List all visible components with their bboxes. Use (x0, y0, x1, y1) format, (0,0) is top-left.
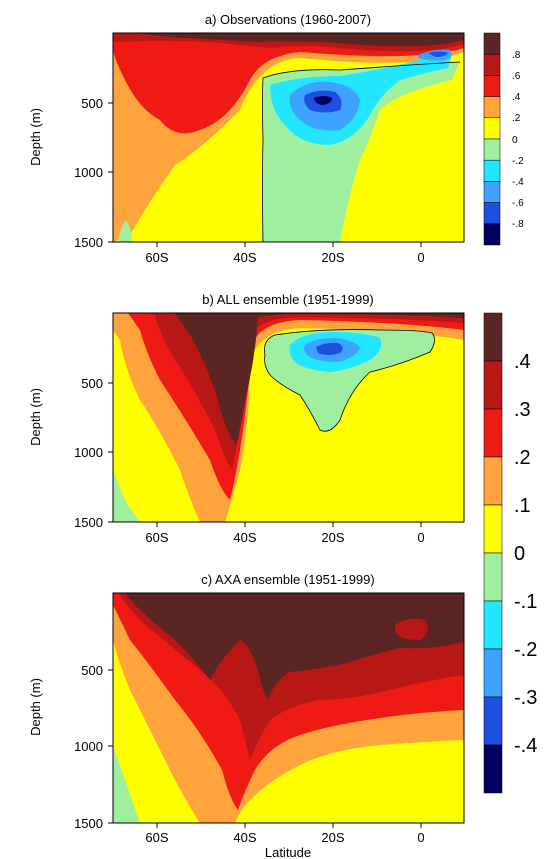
panel-b-frame (112, 312, 465, 523)
colorbar-a-label: .4 (512, 92, 521, 103)
band-pos-08-surface (140, 33, 464, 47)
zero-contour (264, 329, 435, 432)
colorbar-a: .8 .6 .4 .2 0 -.2 -.4 -.6 -.8 (483, 32, 524, 246)
panel-b-ticks (108, 382, 422, 527)
colorbar-a-label: .8 (512, 50, 521, 61)
xtick-label: 40S (233, 830, 256, 845)
colorbar-a-swatch (483, 159, 501, 182)
colorbar-a-label: -.4 (512, 177, 524, 188)
colorbar-a-label: .6 (512, 71, 521, 82)
xtick-label: 0 (417, 530, 424, 545)
panel-c-ylabel: Depth (m) (28, 678, 43, 736)
ytick-label: 1500 (74, 515, 103, 530)
band-neg-core (314, 96, 332, 105)
band-pos-04 (175, 313, 464, 445)
colorbar-a-swatch (483, 138, 501, 161)
colorbar-a-label: .2 (512, 113, 521, 124)
colorbar-a-swatch (483, 117, 501, 140)
colorbar-a-label: 0 (512, 135, 518, 146)
ytick-label: 1000 (74, 445, 103, 460)
colorbar-a-swatch (483, 53, 501, 76)
panel-b: b) ALL ensemble (1951-1999) Depth (m) (28, 292, 465, 545)
panel-b-field (113, 313, 464, 522)
colorbar-bc-swatch (483, 696, 503, 746)
colorbar-bc-swatch (483, 600, 503, 650)
xtick-label: 40S (233, 530, 256, 545)
xtick-label: 0 (417, 250, 424, 265)
colorbar-a-swatch (483, 223, 501, 246)
colorbar-bc: .4 .3 .2 .1 0 -.1 -.2 -.3 -.4 (483, 312, 537, 794)
xtick-label: 0 (417, 830, 424, 845)
panel-c-field (113, 593, 464, 823)
colorbar-bc-label: -.2 (514, 639, 537, 661)
band-neg-01-deep (113, 745, 140, 823)
colorbar-a-label: -.6 (512, 198, 524, 209)
band-pos-04 (125, 593, 464, 700)
xtick-label: 20S (321, 830, 344, 845)
colorbar-a-swatch (483, 202, 501, 225)
panel-c-xlabel: Latitude (265, 845, 311, 859)
colorbar-a-swatch (483, 75, 501, 97)
colorbar-bc-swatch (483, 552, 503, 602)
band-neg-08-east (428, 51, 448, 57)
colorbar-bc-swatch (483, 744, 503, 794)
colorbar-bc-swatch (483, 648, 503, 698)
xtick-label: 60S (145, 530, 168, 545)
colorbar-bc-label: 0 (514, 543, 525, 565)
xtick-label: 20S (321, 530, 344, 545)
band-neg-01-deep (113, 470, 140, 522)
xtick-label: 60S (145, 250, 168, 265)
panel-c-frame (112, 592, 465, 824)
xtick-label: 60S (145, 830, 168, 845)
colorbar-a-label: -.8 (512, 219, 524, 230)
colorbar-bc-swatch (483, 312, 503, 362)
colorbar-bc-label: -.3 (514, 687, 537, 709)
colorbar-bc-swatch (483, 456, 503, 506)
band-pos-04-west (113, 33, 464, 134)
ytick-label: 500 (81, 663, 103, 678)
xtick-label: 40S (233, 250, 256, 265)
panel-c-ticks (108, 669, 422, 828)
colorbar-bc-label: .2 (514, 447, 531, 469)
panel-a-frame (112, 32, 465, 243)
ytick-label: 1500 (74, 235, 103, 250)
zero-contour (262, 61, 461, 242)
panel-a-field (113, 33, 464, 242)
colorbar-bc-label: -.4 (514, 735, 537, 757)
panel-b-title: b) ALL ensemble (1951-1999) (202, 292, 374, 307)
colorbar-a-swatch (483, 96, 501, 119)
colorbar-bc-swatch (483, 408, 503, 458)
colorbar-bc-label: .4 (514, 351, 531, 373)
panel-c: c) AXA ensemble (1951-1999) Depth (m) 60… (28, 572, 465, 859)
colorbar-bc-label: .3 (514, 399, 531, 421)
colorbar-bc-label: -.1 (514, 591, 537, 613)
colorbar-a-swatch (483, 32, 501, 55)
band-pos-03-pocket (395, 618, 428, 640)
panel-c-title: c) AXA ensemble (1951-1999) (201, 572, 374, 587)
colorbar-a-label: -.2 (512, 156, 524, 167)
ytick-label: 1500 (74, 816, 103, 831)
colorbar-bc-swatch (483, 504, 503, 554)
colorbar-bc-swatch (483, 360, 503, 410)
ytick-label: 500 (81, 96, 103, 111)
band-neg-02-deep (118, 220, 132, 242)
xtick-label: 20S (321, 250, 344, 265)
colorbar-bc-label: .1 (514, 495, 531, 517)
panel-b-ylabel: Depth (m) (28, 388, 43, 446)
ytick-label: 1000 (74, 165, 103, 180)
ytick-label: 1000 (74, 739, 103, 754)
colorbar-a-swatch (483, 181, 501, 203)
band-neg-04 (316, 342, 343, 355)
panel-a-title: a) Observations (1960-2007) (205, 12, 371, 27)
panel-a-ylabel: Depth (m) (28, 108, 43, 166)
ytick-label: 500 (81, 376, 103, 391)
panel-a: a) Observations (1960-2007) Depth (m) (28, 12, 524, 265)
panel-a-xticks (108, 102, 422, 247)
